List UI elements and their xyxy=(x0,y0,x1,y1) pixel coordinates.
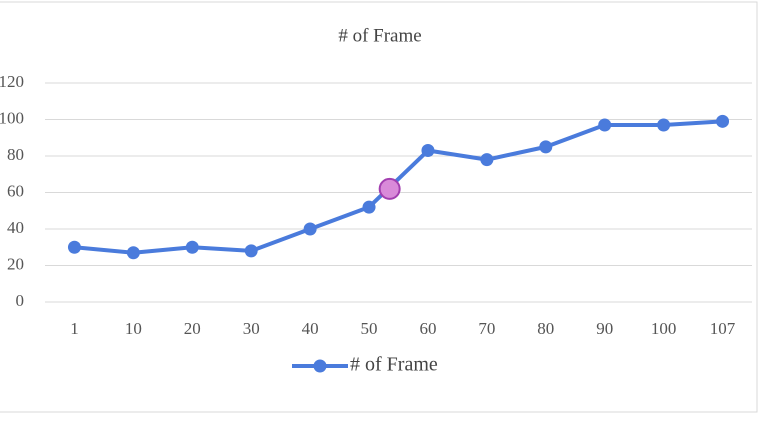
data-point xyxy=(303,222,317,236)
x-tick-label: 30 xyxy=(243,319,260,338)
y-tick-label: 120 xyxy=(0,72,24,91)
highlight-point xyxy=(378,177,401,200)
x-tick-label: 10 xyxy=(125,319,142,338)
data-point xyxy=(657,118,671,132)
data-point xyxy=(126,246,140,260)
data-point xyxy=(67,240,81,254)
y-tick-label: 100 xyxy=(0,108,24,127)
y-tick-label: 20 xyxy=(7,254,24,273)
chart-title: # of Frame xyxy=(338,25,421,46)
legend-marker xyxy=(313,359,327,373)
x-tick-label: 80 xyxy=(537,319,554,338)
x-tick-label: 20 xyxy=(184,319,201,338)
series-line xyxy=(74,119,723,255)
x-tick-label: 1 xyxy=(70,319,79,338)
x-tick-label: 100 xyxy=(651,319,677,338)
x-tick-label: 50 xyxy=(361,319,378,338)
data-point xyxy=(716,114,730,128)
legend-text: # of Frame xyxy=(350,354,438,376)
chart-border xyxy=(0,1,758,413)
y-tick-label: 60 xyxy=(7,181,24,200)
x-tick-label: 107 xyxy=(710,319,736,338)
x-tick-label: 60 xyxy=(419,319,436,338)
data-point xyxy=(421,144,435,158)
data-point xyxy=(244,244,258,258)
data-point xyxy=(185,240,199,254)
y-tick-label: 80 xyxy=(7,145,24,164)
data-point xyxy=(598,118,612,132)
data-point xyxy=(480,153,494,167)
y-tick-label: 40 xyxy=(7,218,24,237)
x-tick-label: 70 xyxy=(478,319,495,338)
y-tick-label: 0 xyxy=(16,291,25,310)
x-tick-label: 40 xyxy=(302,319,319,338)
x-tick-label: 90 xyxy=(596,319,613,338)
data-point xyxy=(539,140,553,154)
data-point xyxy=(362,200,376,214)
